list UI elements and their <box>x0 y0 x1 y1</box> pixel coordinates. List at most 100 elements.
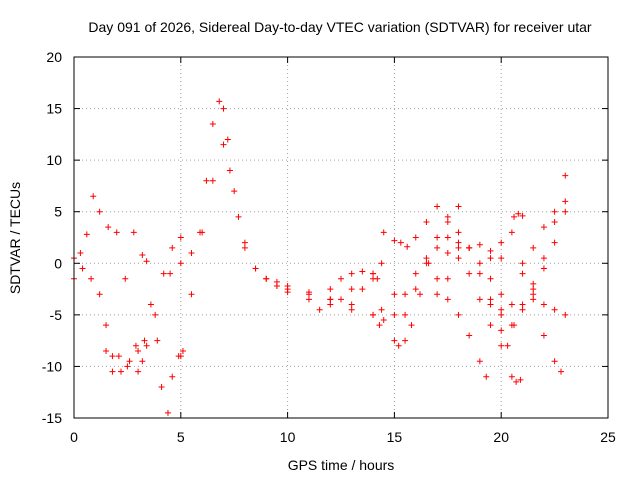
series-track-x <box>530 296 569 318</box>
data-point <box>455 255 462 262</box>
data-point <box>498 311 505 318</box>
data-point <box>380 229 387 236</box>
data-point <box>519 301 526 308</box>
data-point <box>160 270 167 277</box>
data-point <box>444 249 451 256</box>
data-point <box>412 234 419 241</box>
series-track-v <box>487 229 565 375</box>
data-point <box>562 311 569 318</box>
data-point <box>504 342 511 349</box>
data-point <box>338 296 344 303</box>
series-track-j <box>316 260 385 313</box>
data-point <box>434 203 441 210</box>
y-tick-label: 5 <box>54 204 62 220</box>
y-tick-label: 0 <box>54 255 62 271</box>
data-point <box>530 280 537 287</box>
data-point <box>226 167 233 174</box>
data-point <box>169 373 176 380</box>
data-point <box>476 270 483 277</box>
data-point <box>370 311 377 318</box>
data-point <box>498 291 505 298</box>
data-point <box>252 265 259 272</box>
data-point <box>139 252 146 259</box>
data-point <box>79 265 86 272</box>
data-point <box>444 213 451 220</box>
data-point <box>402 291 409 298</box>
y-tick-label: 20 <box>46 49 62 65</box>
x-tick-label: 5 <box>177 429 185 445</box>
series-track-s <box>444 239 505 298</box>
data-point <box>487 247 494 254</box>
series-track-c <box>103 342 146 375</box>
data-point <box>519 212 526 219</box>
data-point <box>551 239 558 246</box>
data-point <box>508 322 515 329</box>
data-point <box>519 270 526 277</box>
plot-frame <box>73 56 609 419</box>
data-point <box>338 275 344 282</box>
x-tick-label: 25 <box>600 429 616 445</box>
data-point <box>231 188 238 195</box>
data-point <box>498 342 505 349</box>
data-point <box>147 301 154 308</box>
data-point <box>508 301 515 308</box>
data-point <box>284 282 291 289</box>
data-point <box>209 121 216 128</box>
data-point <box>177 260 184 267</box>
data-point <box>498 239 505 246</box>
data-point <box>77 249 84 256</box>
data-point <box>487 296 494 303</box>
series-track-h <box>177 141 385 360</box>
data-point <box>348 286 355 293</box>
data-point <box>551 208 558 215</box>
data-point <box>359 268 366 275</box>
data-point <box>391 311 398 318</box>
data-point <box>209 177 216 184</box>
grid-lines <box>74 57 608 418</box>
y-axis-label: SDTVAR / TECUs <box>7 182 23 294</box>
data-point <box>167 270 174 277</box>
data-point <box>408 322 415 329</box>
data-point <box>109 368 116 375</box>
data-point <box>391 291 398 298</box>
data-point <box>220 105 227 112</box>
series-track-b <box>71 255 148 375</box>
data-point <box>177 353 184 360</box>
data-point <box>562 172 569 179</box>
data-point <box>90 193 97 200</box>
data-points <box>71 98 569 416</box>
data-point <box>316 306 323 313</box>
data-point <box>378 306 385 313</box>
data-point <box>327 301 334 308</box>
chart-title: Day 091 of 2026, Sidereal Day-to-day VTE… <box>88 19 592 35</box>
data-point <box>412 270 419 277</box>
data-point <box>103 347 110 354</box>
data-point <box>359 286 366 293</box>
data-point <box>203 177 210 184</box>
data-point <box>444 219 451 226</box>
series-track-k <box>327 268 381 293</box>
data-point <box>508 229 515 236</box>
x-tick-label: 20 <box>493 429 509 445</box>
data-point <box>434 234 441 241</box>
data-point <box>423 260 430 267</box>
y-tick-label: 15 <box>46 101 62 117</box>
y-tick-label: -15 <box>42 410 62 426</box>
data-point <box>139 358 146 365</box>
data-point <box>434 275 441 282</box>
data-point <box>152 311 159 318</box>
y-tick-label: -10 <box>42 358 62 374</box>
data-point <box>96 291 103 298</box>
data-point <box>466 244 473 251</box>
data-point <box>487 322 494 329</box>
data-point <box>487 255 494 262</box>
data-point <box>511 213 518 220</box>
y-tick-label: -5 <box>50 307 63 323</box>
data-point <box>88 275 95 282</box>
data-point <box>378 260 385 267</box>
data-point <box>188 249 195 256</box>
data-point <box>143 258 150 265</box>
x-tick-label: 15 <box>387 429 403 445</box>
data-point <box>455 239 462 246</box>
